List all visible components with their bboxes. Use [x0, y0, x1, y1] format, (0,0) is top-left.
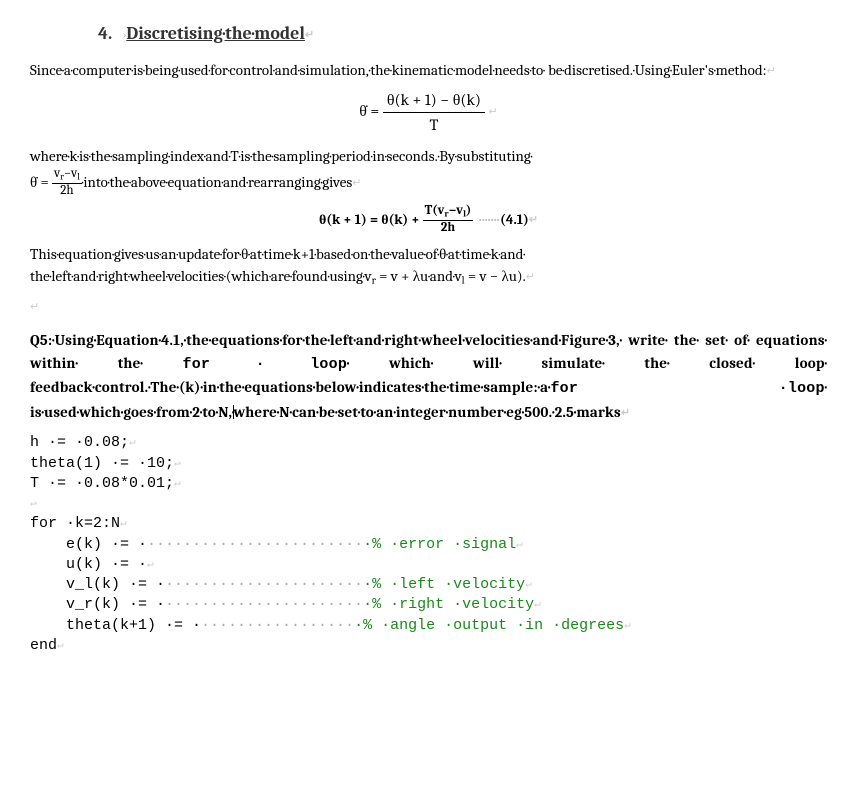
code-block: h ·= ·0.08;↵ theta(1) ·= ·10;↵ T ·= ·0.0…: [30, 433, 827, 656]
code-l10a: theta(k+1) ·= ·: [30, 617, 201, 634]
leader-dots: ·······: [479, 211, 500, 228]
p3c-text: = v − λu).: [465, 267, 526, 285]
pilcrow-icon: ↵: [621, 406, 630, 419]
q5-for-code: for · loop: [183, 356, 348, 373]
p1-text: Since·a·computer·is·being·used·for·contr…: [30, 61, 767, 79]
pilcrow-icon: ↵: [529, 213, 538, 226]
pilcrow-icon: ↵: [30, 498, 37, 510]
pilcrow-icon: ↵: [534, 599, 541, 611]
p2b-lhs: θ̇ =: [30, 173, 52, 191]
equation-4-1: θ(k + 1) = θ(k) + T(vr−vl)2h·······(4.1)…: [30, 204, 827, 235]
code-l10-comment: ·% ·angle ·output ·in ·degrees: [354, 617, 624, 634]
section-heading: 4.›Discretising·the·model↵: [98, 20, 827, 47]
eq2-den: 2h: [423, 221, 474, 235]
eq2-lhs: θ(k + 1) = θ(k) +: [319, 211, 423, 228]
code-l6a: e(k) ·= ·: [30, 536, 147, 553]
equation-euler: θ̇ = θ(k + 1) − θ(k) T ↵: [30, 88, 827, 137]
inline-fraction: vr−vl2h: [52, 167, 82, 198]
pilcrow-icon: ↵: [174, 478, 181, 490]
pilcrow-icon: ↵: [57, 640, 64, 652]
question-5: Q5:·Using·Equation·4.1,·the·equations·fo…: [30, 329, 827, 423]
paragraph-explanation: This·equation·gives·us·an·update·for·θ·a…: [30, 243, 827, 289]
pilcrow-icon: ↵: [767, 64, 776, 77]
minus-vl: −v: [64, 166, 77, 181]
pilcrow-icon: ↵: [174, 458, 181, 470]
code-l9a: v_r(k) ·= ·: [30, 596, 165, 613]
pilcrow-icon: ↵: [352, 176, 361, 189]
eq2-num-a: T(v: [425, 203, 445, 218]
equation-label: ·······(4.1): [479, 209, 529, 230]
paragraph-intro: Since·a·computer·is·being·used·for·contr…: [30, 59, 827, 82]
code-l3: T ·= ·0.08*0.01;: [30, 475, 174, 492]
pilcrow-icon: ↵: [30, 300, 39, 313]
paragraph-substitution: where·k·is·the·sampling·index·and·T·is·t…: [30, 145, 827, 198]
code-l2: theta(1) ·= ·10;: [30, 455, 174, 472]
heading-number: 4.: [98, 20, 123, 47]
eq1-fraction: θ(k + 1) − θ(k) T: [383, 88, 485, 137]
code-l9-comment: ·% ·right ·velocity: [363, 596, 534, 613]
code-l8a: v_l(k) ·= ·: [30, 576, 165, 593]
empty-line: ↵: [30, 295, 827, 318]
q5d-text: where·N·can·be·set·to·an·integer·number·…: [233, 403, 620, 421]
eq2-num-b: −v: [449, 203, 463, 218]
pilcrow-icon: ↵: [624, 620, 631, 632]
pilcrow-icon: ↵: [305, 28, 314, 41]
p3b-text: = v + λu·and·v: [376, 267, 462, 285]
code-l6-comment: ·% ·error ·signal: [363, 536, 516, 553]
heading-text: Discretising·the·model: [126, 23, 305, 44]
eq1-numerator: θ(k + 1) − θ(k): [383, 88, 485, 113]
code-l8-dots: ······················: [165, 576, 363, 593]
pilcrow-icon: ↵: [526, 270, 535, 283]
code-l6-dots: ························: [147, 536, 363, 553]
p2c-text: ·into·the·above·equation·and·rearranging…: [82, 173, 352, 191]
q5-for-code-2: for ·loop: [550, 380, 824, 397]
den-2h: 2h: [52, 184, 82, 198]
code-l8-comment: ·% ·left ·velocity: [363, 576, 525, 593]
code-l1: h ·= ·0.08;: [30, 434, 129, 451]
pilcrow-icon: ↵: [147, 559, 154, 571]
code-l11: end: [30, 637, 57, 654]
code-l9-dots: ······················: [165, 596, 363, 613]
pilcrow-icon: ↵: [489, 105, 498, 118]
code-l7: u(k) ·= ·: [30, 556, 147, 573]
pilcrow-icon: ↵: [120, 518, 127, 530]
eq2-number: (4.1): [500, 211, 529, 228]
eq2-num-c: ): [466, 203, 471, 218]
eq1-denominator: T: [383, 113, 485, 137]
sub-l: l: [77, 172, 80, 182]
eq1-lhs: θ̇ =: [359, 102, 383, 120]
pilcrow-icon: ↵: [525, 579, 532, 591]
eq2-fraction: T(vr−vl)2h: [423, 204, 474, 235]
pilcrow-icon: ↵: [129, 437, 136, 449]
code-l5: for ·k=2:N: [30, 515, 120, 532]
p2a-text: where·k·is·the·sampling·index·and·T·is·t…: [30, 147, 532, 165]
code-l10-dots: ·················: [201, 617, 354, 634]
pilcrow-icon: ↵: [516, 539, 523, 551]
